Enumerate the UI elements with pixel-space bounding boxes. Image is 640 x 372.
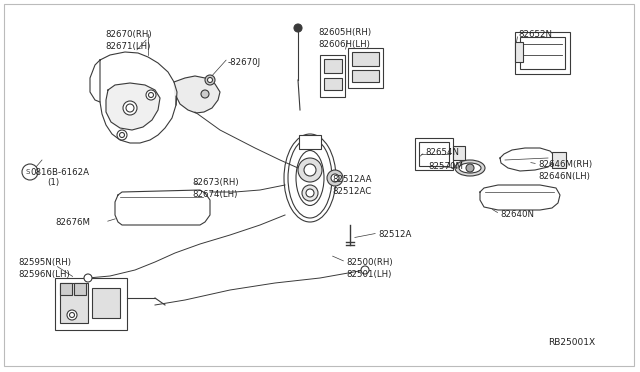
Circle shape xyxy=(205,75,215,85)
Bar xyxy=(515,32,570,74)
Bar xyxy=(453,146,465,160)
Text: 82595N(RH): 82595N(RH) xyxy=(18,258,71,267)
Circle shape xyxy=(331,174,339,182)
Text: 82501(LH): 82501(LH) xyxy=(346,270,392,279)
Ellipse shape xyxy=(284,134,336,222)
Text: 82512AC: 82512AC xyxy=(332,187,371,196)
Polygon shape xyxy=(106,83,160,130)
Bar xyxy=(320,55,345,97)
Text: 82673(RH): 82673(RH) xyxy=(192,178,239,187)
Bar xyxy=(552,152,566,168)
Text: 82640N: 82640N xyxy=(500,210,534,219)
Text: 82512A: 82512A xyxy=(378,230,412,239)
Circle shape xyxy=(123,101,137,115)
Text: 82570M: 82570M xyxy=(428,162,463,171)
Circle shape xyxy=(201,90,209,98)
Bar xyxy=(60,283,88,323)
Polygon shape xyxy=(500,148,555,171)
Ellipse shape xyxy=(455,160,485,176)
Bar xyxy=(520,37,565,69)
Text: -82670J: -82670J xyxy=(228,58,261,67)
Circle shape xyxy=(466,164,474,172)
Text: 0816B-6162A: 0816B-6162A xyxy=(30,168,89,177)
Circle shape xyxy=(327,170,343,186)
Circle shape xyxy=(302,185,318,201)
Polygon shape xyxy=(174,76,220,113)
Circle shape xyxy=(361,266,369,274)
Text: S: S xyxy=(26,169,30,175)
Bar xyxy=(352,70,379,82)
Text: 82500(RH): 82500(RH) xyxy=(346,258,392,267)
Circle shape xyxy=(67,310,77,320)
Circle shape xyxy=(117,130,127,140)
Text: 82605H(RH): 82605H(RH) xyxy=(318,28,371,37)
Bar xyxy=(60,283,72,295)
Bar xyxy=(348,48,383,88)
Circle shape xyxy=(207,77,212,83)
Bar xyxy=(324,78,342,90)
Text: 82676M: 82676M xyxy=(55,218,90,227)
Ellipse shape xyxy=(459,163,481,173)
Text: 82606H(LH): 82606H(LH) xyxy=(318,40,370,49)
Bar xyxy=(419,142,449,166)
Text: RB25001X: RB25001X xyxy=(548,338,595,347)
Bar xyxy=(415,138,453,170)
Circle shape xyxy=(304,164,316,176)
Circle shape xyxy=(306,189,314,197)
Text: 82646N(LH): 82646N(LH) xyxy=(538,172,590,181)
Text: 82674(LH): 82674(LH) xyxy=(192,190,237,199)
Text: 82654N: 82654N xyxy=(425,148,459,157)
Bar xyxy=(324,59,342,73)
Text: 82670(RH): 82670(RH) xyxy=(105,30,152,39)
Circle shape xyxy=(146,90,156,100)
Circle shape xyxy=(294,24,302,32)
Text: 82512AA: 82512AA xyxy=(332,175,371,184)
Circle shape xyxy=(298,158,322,182)
Bar xyxy=(352,52,379,66)
Polygon shape xyxy=(100,52,177,143)
Bar xyxy=(515,42,523,62)
Circle shape xyxy=(84,274,92,282)
Polygon shape xyxy=(115,190,210,225)
Bar xyxy=(55,278,127,330)
Circle shape xyxy=(22,164,38,180)
Text: 82596N(LH): 82596N(LH) xyxy=(18,270,70,279)
Bar xyxy=(299,135,321,149)
Text: 82652N: 82652N xyxy=(518,30,552,39)
Text: (1): (1) xyxy=(47,178,59,187)
Text: 82671(LH): 82671(LH) xyxy=(105,42,150,51)
Text: 82646M(RH): 82646M(RH) xyxy=(538,160,592,169)
Bar xyxy=(92,288,120,318)
Polygon shape xyxy=(480,185,560,210)
Bar xyxy=(74,283,86,295)
